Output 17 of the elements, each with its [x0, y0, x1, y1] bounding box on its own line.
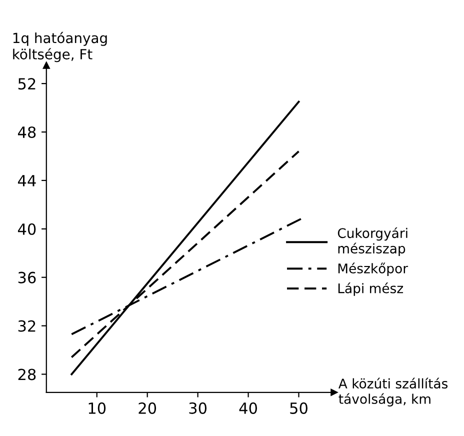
y-tick-label: 28 — [18, 368, 36, 380]
legend-label: Lápi mész — [338, 282, 404, 296]
legend-label: Mészkőpor — [338, 262, 408, 276]
x-tick-label: 50 — [290, 402, 308, 414]
x-axis-title: A közúti szállítás távolsága, km — [338, 378, 448, 406]
y-tick-label: 48 — [18, 126, 36, 138]
y-tick-label: 36 — [18, 272, 36, 284]
y-tick-label: 52 — [18, 78, 36, 90]
x-tick-label: 10 — [88, 402, 106, 414]
y-tick-label: 32 — [18, 320, 36, 332]
y-tick-label: 40 — [18, 223, 36, 235]
x-tick-label: 40 — [239, 402, 257, 414]
x-tick-label: 20 — [138, 402, 156, 414]
y-tick-label: 44 — [18, 175, 36, 186]
x-tick-label: 30 — [189, 402, 207, 414]
y-axis-title: 1q hatóanyag költsége, Ft — [13, 32, 107, 62]
legend-label: Cukorgyári mésziszap — [338, 227, 408, 256]
